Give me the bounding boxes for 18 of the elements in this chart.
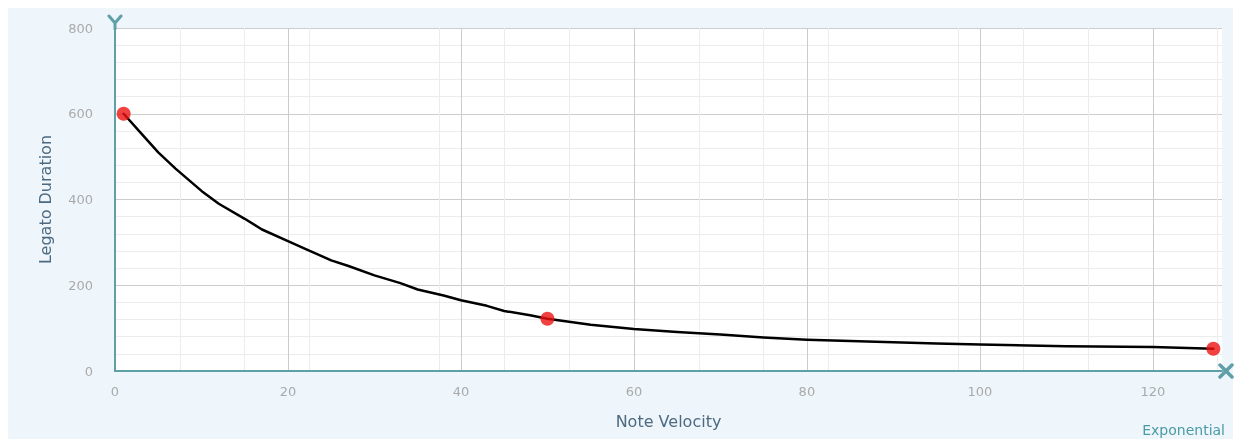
point (116, 106, 131, 121)
x-tick-label: 120 (1140, 384, 1166, 399)
point (1206, 341, 1221, 356)
x-tick-label: 60 (625, 384, 643, 399)
y-tick-label: 800 (68, 20, 93, 36)
y-tick-label: 600 (68, 106, 93, 122)
y-tick-label: 400 (68, 192, 93, 207)
x-tick-label: 20 (279, 384, 297, 399)
y-axis-title: Legato Duration (35, 134, 55, 265)
point (540, 311, 555, 326)
x-tick-label: 80 (798, 384, 816, 399)
y-tick-label: 0 (84, 363, 93, 379)
x-tick-label: 0 (110, 384, 120, 399)
y-tick-label: 200 (68, 277, 93, 293)
x-axis-title: Note Velocity (615, 411, 722, 431)
text: Exponential (1142, 422, 1226, 438)
x-tick-label: 100 (967, 384, 993, 399)
x-tick-label: 40 (452, 384, 470, 399)
